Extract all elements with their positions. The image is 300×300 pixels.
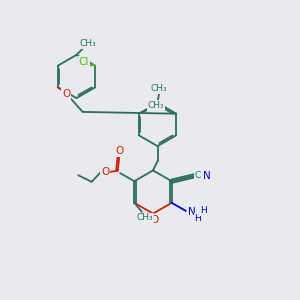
Text: CH₃: CH₃ <box>79 39 96 48</box>
Text: N: N <box>203 171 211 181</box>
Text: H: H <box>194 214 201 223</box>
Text: N: N <box>188 207 196 217</box>
Text: O: O <box>115 146 123 156</box>
Text: Cl: Cl <box>79 57 89 67</box>
Text: CH₃: CH₃ <box>136 213 153 222</box>
Text: CH₃: CH₃ <box>147 101 164 110</box>
Text: H: H <box>200 206 207 215</box>
Text: O: O <box>62 89 70 99</box>
Text: O: O <box>101 167 109 177</box>
Text: O: O <box>150 215 158 225</box>
Text: CH₃: CH₃ <box>151 84 167 93</box>
Text: C: C <box>195 171 201 180</box>
